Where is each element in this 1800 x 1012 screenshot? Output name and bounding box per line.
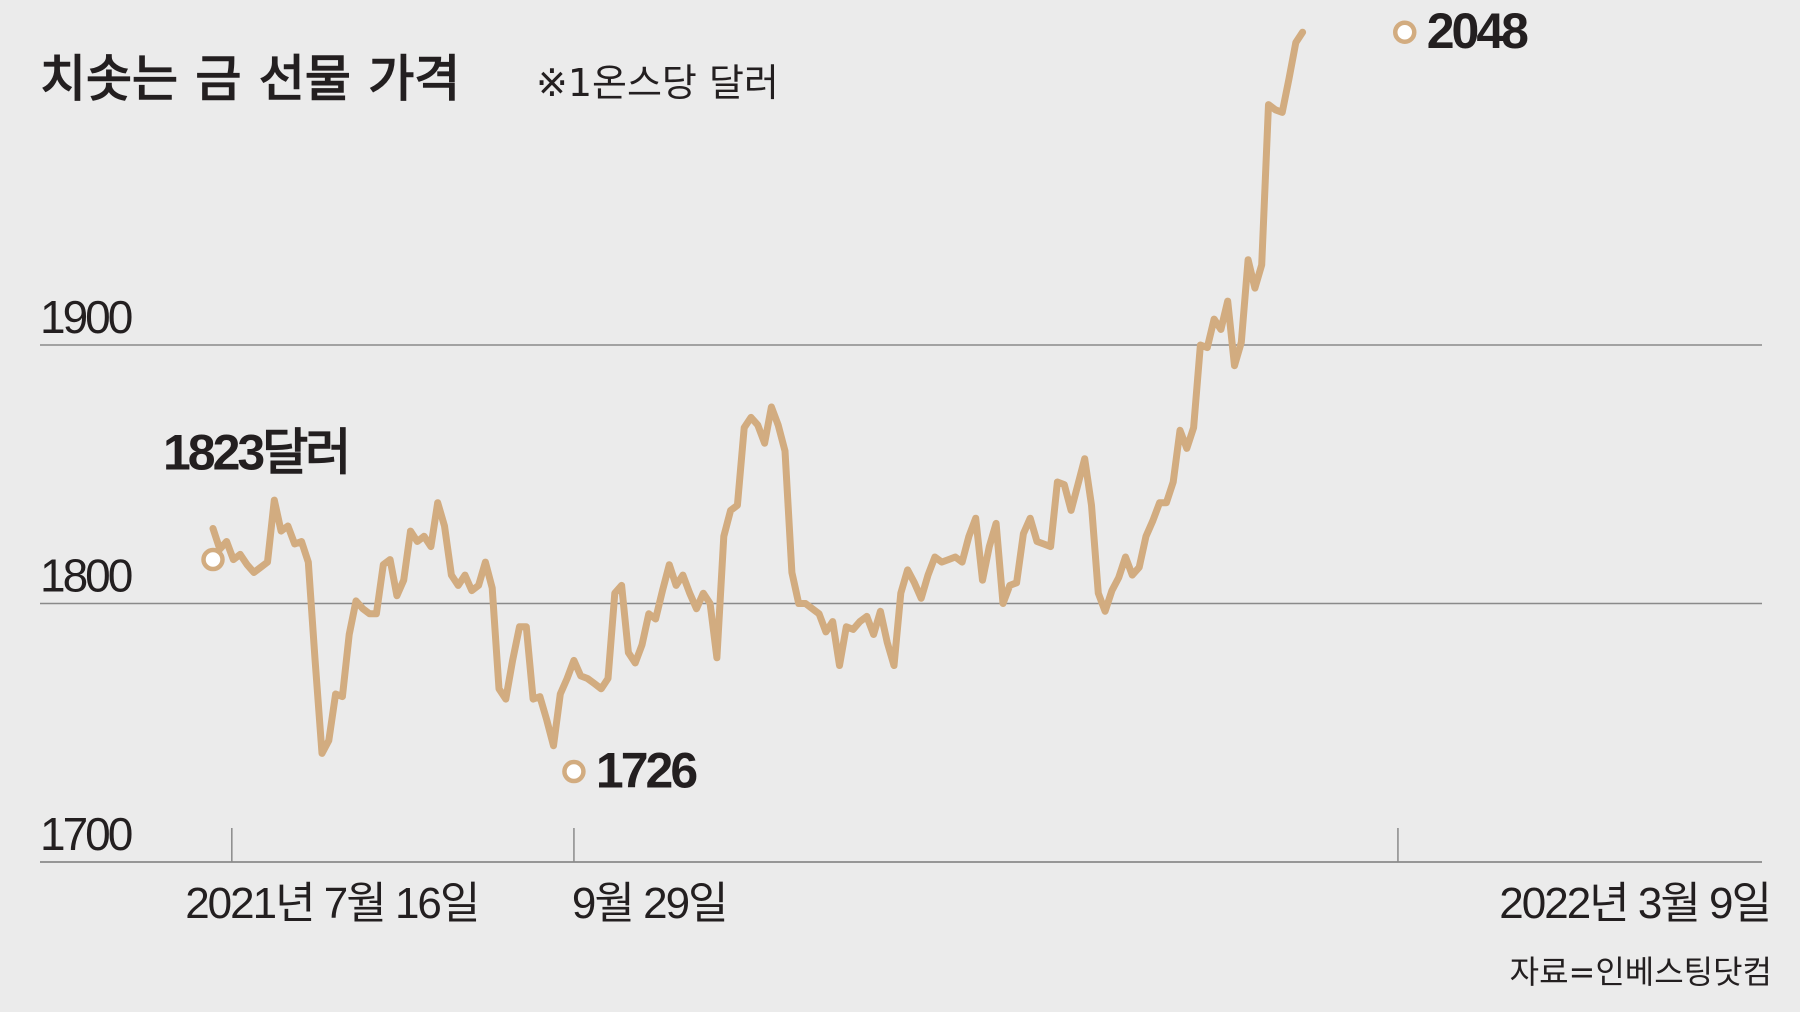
annotation-marker-0 [201, 547, 225, 572]
annotation-label-1: 1726 [596, 743, 696, 799]
chart-subtitle: ※1온스당 달러 [536, 61, 779, 105]
series-line-gold-price [209, 28, 1307, 757]
y-axis-ticks: 1700 1800 1900 [40, 291, 135, 860]
y-tick-label-1800: 1800 [40, 550, 132, 602]
x-tick-label-0: 2021년 7월 16일 [185, 879, 478, 928]
chart-title: 치솟는 금 선물 가격 [40, 50, 460, 108]
annotations: 1823달러 1726 2048 [163, 3, 1531, 799]
annotation-label-0: 1823달러 [163, 425, 348, 481]
annotation-marker-2 [1393, 20, 1417, 44]
annotation-label-2: 2048 [1427, 3, 1528, 59]
x-tick-label-1: 9월 29일 [572, 879, 727, 928]
x-axis-ticks: 2021년 7월 16일 9월 29일 2022년 3월 9일 [185, 828, 1772, 928]
annotation-marker-1 [562, 759, 586, 784]
x-tick-label-2: 2022년 3월 9일 [1499, 879, 1770, 928]
y-tick-label-1900: 1900 [40, 291, 132, 343]
source-note: 자료=인베스팅닷컴 [1510, 953, 1772, 991]
y-tick-label-1700: 1700 [40, 808, 132, 860]
